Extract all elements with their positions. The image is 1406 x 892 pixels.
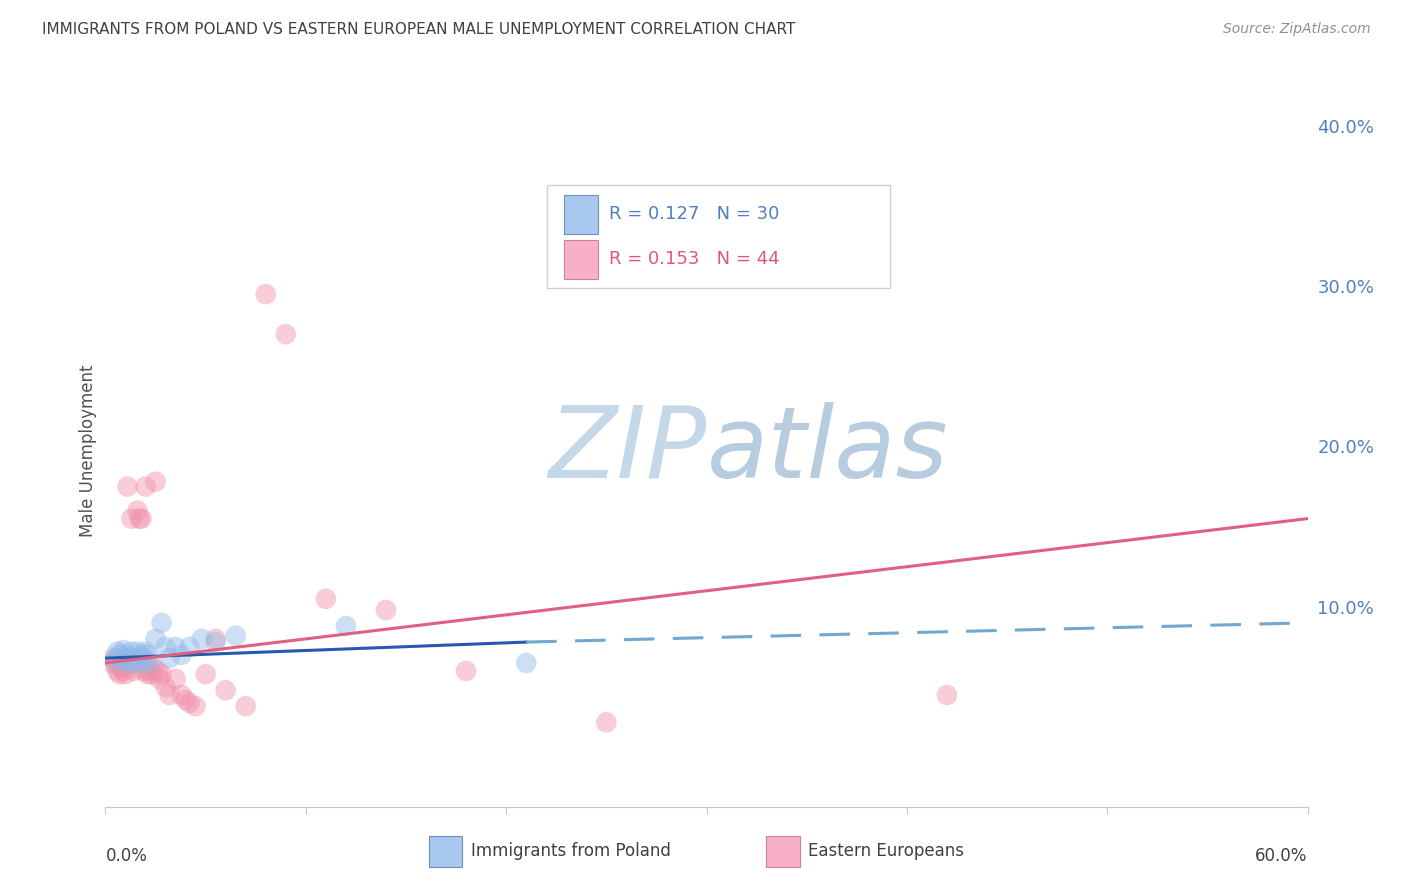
Point [274, 327, 297, 342]
Text: 0.0%: 0.0% [105, 847, 148, 864]
Point [146, 664, 169, 678]
Point [204, 632, 226, 646]
Point [107, 664, 129, 678]
Point [136, 648, 159, 662]
Point [136, 667, 159, 681]
Point [121, 645, 143, 659]
Point [148, 672, 170, 686]
Point [454, 664, 477, 678]
Point [127, 645, 149, 659]
Point [135, 479, 157, 493]
Point [124, 656, 146, 670]
Point [132, 664, 155, 678]
Point [110, 651, 132, 665]
Point [124, 651, 146, 665]
Y-axis label: Male Unemployment: Male Unemployment [79, 364, 97, 537]
Point [145, 475, 167, 489]
Point [112, 643, 135, 657]
Point [170, 648, 193, 662]
Text: Eastern Europeans: Eastern Europeans [808, 842, 965, 860]
Point [190, 632, 212, 646]
Point [112, 664, 135, 678]
Point [170, 688, 193, 702]
Point [194, 667, 217, 681]
Point [174, 693, 197, 707]
Point [108, 648, 131, 662]
Point [315, 591, 337, 606]
Point [128, 656, 150, 670]
Point [118, 656, 141, 670]
Point [142, 661, 165, 675]
Point [127, 503, 149, 517]
Point [117, 648, 139, 662]
Point [104, 656, 127, 670]
Point [138, 656, 160, 670]
Point [150, 615, 173, 630]
Point [159, 688, 181, 702]
Point [184, 699, 207, 714]
Point [165, 672, 187, 686]
Point [122, 664, 145, 678]
Point [114, 667, 136, 681]
Point [121, 511, 143, 525]
Point [936, 688, 959, 702]
Point [110, 661, 132, 675]
Point [128, 511, 150, 525]
Point [374, 603, 398, 617]
Point [150, 667, 173, 681]
Point [155, 640, 177, 654]
Point [131, 511, 153, 525]
Point [104, 653, 127, 667]
Point [131, 648, 153, 662]
Point [179, 696, 201, 710]
Text: R = 0.127   N = 30: R = 0.127 N = 30 [609, 205, 779, 223]
Point [515, 656, 537, 670]
Point [141, 667, 163, 681]
Point [155, 680, 177, 694]
Point [335, 619, 357, 633]
Text: atlas: atlas [707, 402, 948, 499]
Point [114, 656, 136, 670]
Text: 60.0%: 60.0% [1256, 847, 1308, 864]
Point [107, 645, 129, 659]
Point [135, 645, 157, 659]
Point [595, 715, 617, 730]
Point [254, 287, 277, 301]
Text: Immigrants from Poland: Immigrants from Poland [471, 842, 671, 860]
Point [225, 629, 247, 643]
Point [145, 632, 167, 646]
Point [118, 651, 141, 665]
Point [122, 656, 145, 670]
Text: ZIP: ZIP [548, 402, 707, 499]
Point [108, 667, 131, 681]
Text: R = 0.153   N = 44: R = 0.153 N = 44 [609, 251, 780, 268]
Text: IMMIGRANTS FROM POLAND VS EASTERN EUROPEAN MALE UNEMPLOYMENT CORRELATION CHART: IMMIGRANTS FROM POLAND VS EASTERN EUROPE… [42, 22, 796, 37]
Point [103, 651, 125, 665]
Point [204, 635, 226, 649]
Point [214, 683, 236, 698]
Point [179, 640, 201, 654]
Text: Source: ZipAtlas.com: Source: ZipAtlas.com [1223, 22, 1371, 37]
Point [132, 651, 155, 665]
Point [100, 656, 122, 670]
Point [159, 651, 181, 665]
Point [165, 640, 187, 654]
Point [117, 479, 139, 493]
Point [138, 664, 160, 678]
Point [235, 699, 257, 714]
